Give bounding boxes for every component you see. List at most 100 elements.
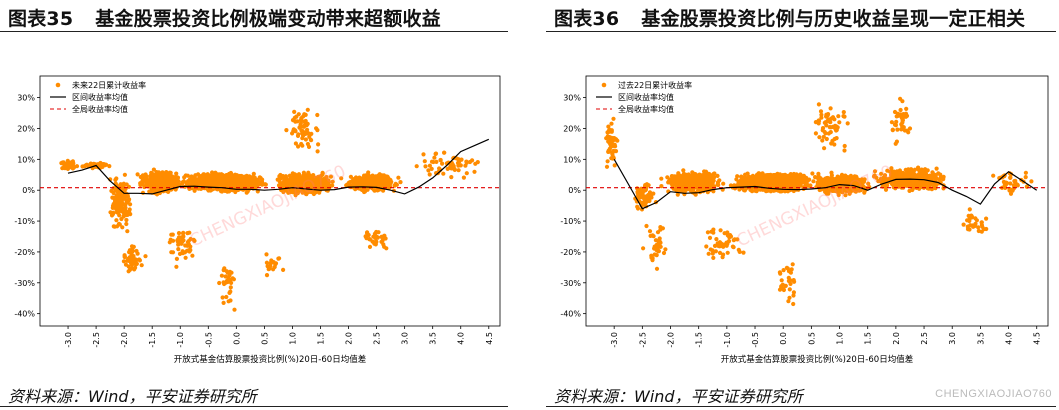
- scatter-point: [227, 269, 233, 274]
- scatter-point: [151, 167, 156, 172]
- scatter-point: [271, 267, 276, 272]
- x-tick-label: 2.5: [373, 332, 382, 345]
- scatter-point: [126, 269, 131, 274]
- scatter-point: [651, 234, 656, 239]
- scatter-point: [241, 178, 246, 183]
- scatter-point: [301, 183, 306, 188]
- scatter-point: [362, 173, 367, 178]
- scatter-point: [315, 149, 320, 154]
- scatter-point: [293, 141, 298, 146]
- scatter-point: [222, 281, 227, 287]
- scatter-point: [309, 175, 314, 181]
- scatter-point: [464, 171, 469, 176]
- scatter-point: [222, 266, 227, 271]
- scatter-point: [725, 241, 730, 246]
- scatter-point: [429, 166, 434, 171]
- scatter-point: [180, 249, 185, 254]
- scatter-point: [441, 171, 446, 176]
- scatter-point: [143, 183, 148, 188]
- scatter-point: [216, 178, 221, 183]
- scatter-point: [291, 176, 296, 181]
- scatter-point: [706, 171, 711, 176]
- scatter-point: [264, 260, 269, 265]
- scatter-point: [200, 175, 206, 181]
- y-tick-label: 30%: [17, 94, 35, 103]
- x-tick-label: -3.0: [64, 332, 73, 348]
- scatter-point: [438, 158, 443, 163]
- scatter-point: [699, 174, 704, 180]
- scatter-point: [421, 152, 426, 157]
- figure-title-left: 图表35 基金股票投资比例极端变动带来超额收益: [8, 4, 441, 31]
- scatter-point: [224, 294, 229, 300]
- scatter-point: [168, 237, 173, 242]
- scatter-point: [375, 177, 380, 182]
- scatter-point: [244, 190, 249, 195]
- scatter-point: [221, 182, 227, 187]
- scatter-point: [473, 161, 478, 166]
- scatter-point: [647, 229, 653, 234]
- scatter-point: [296, 144, 301, 149]
- y-tick-label: -20%: [14, 248, 35, 257]
- scatter-point: [299, 116, 304, 121]
- scatter-point: [609, 128, 614, 133]
- y-tick-label: 20%: [17, 124, 35, 133]
- scatter-point: [176, 247, 181, 252]
- scatter-point: [731, 245, 736, 250]
- scatter-point: [127, 207, 132, 212]
- scatter-point: [88, 161, 93, 166]
- scatter-point: [449, 175, 454, 180]
- scatter-point: [124, 217, 129, 223]
- scatter-point: [708, 247, 713, 252]
- scatter-point: [163, 175, 168, 180]
- scatter-point: [184, 180, 189, 185]
- scatter-point: [182, 175, 187, 180]
- scatter-point: [217, 280, 222, 286]
- scatter-point: [264, 252, 269, 257]
- scatter-point: [126, 256, 131, 261]
- scatter-point: [139, 263, 144, 268]
- scatter-point: [190, 253, 195, 258]
- scatter-point: [216, 172, 222, 177]
- scatter-point: [321, 178, 326, 183]
- scatter-point: [437, 166, 442, 171]
- scatter-point: [251, 171, 256, 176]
- scatter-point: [452, 166, 457, 172]
- scatter-point: [681, 174, 686, 179]
- scatter-point: [365, 231, 370, 236]
- scatter-point: [209, 183, 214, 188]
- scatter-point: [122, 172, 127, 177]
- scatter-point: [379, 239, 384, 244]
- scatter-point: [181, 230, 186, 235]
- scatter-point: [224, 176, 229, 181]
- scatter-point: [354, 177, 359, 182]
- scatter-point: [714, 237, 719, 242]
- scatter-point: [658, 227, 663, 232]
- scatter-point: [126, 264, 131, 269]
- scatter-point: [122, 253, 127, 258]
- scatter-point: [445, 166, 450, 171]
- scatter-point: [236, 178, 242, 183]
- scatter-point: [456, 168, 461, 173]
- scatter-point: [284, 128, 289, 133]
- scatter-point: [423, 164, 428, 169]
- scatter-point: [642, 200, 647, 205]
- scatter-point: [355, 182, 360, 187]
- x-tick-label: 3.0: [401, 332, 410, 345]
- scatter-point: [300, 143, 305, 148]
- scatter-point: [276, 183, 282, 188]
- scatter-point: [472, 169, 477, 174]
- figure-number: 图表35: [8, 8, 74, 30]
- y-tick-label: 10%: [17, 155, 35, 164]
- scatter-point: [642, 194, 647, 199]
- scatter-point: [339, 176, 344, 181]
- x-tick-label: 0.0: [232, 332, 241, 345]
- scatter-point: [318, 178, 323, 183]
- scatter-point: [682, 178, 687, 183]
- x-tick-label: -2.0: [120, 332, 129, 348]
- scatter-point: [210, 170, 215, 175]
- scatter-point: [219, 273, 224, 278]
- scatter-point: [140, 177, 145, 183]
- x-tick-label: -1.0: [176, 332, 185, 348]
- scatter-point: [317, 182, 322, 187]
- scatter-point: [190, 175, 195, 181]
